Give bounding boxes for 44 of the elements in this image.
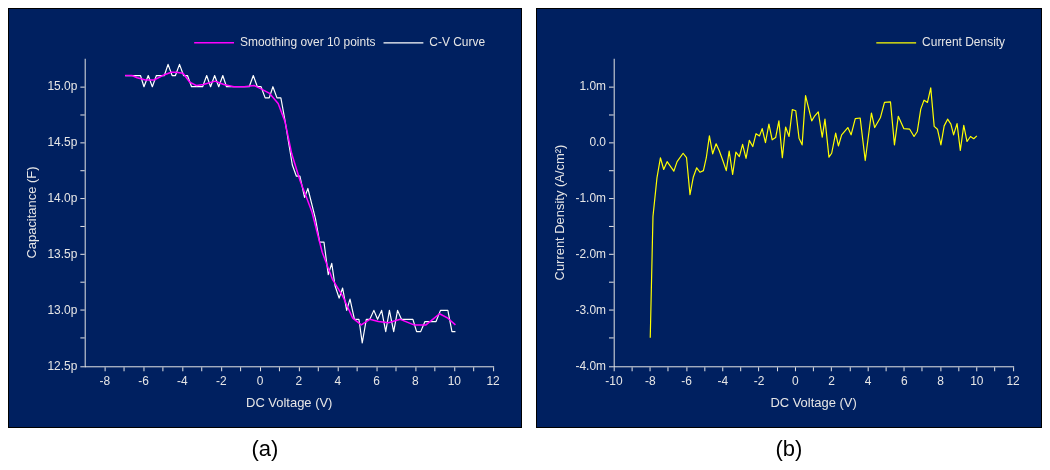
y-axis-title: Capacitance (F) — [24, 166, 40, 259]
y-tick-label: 13.0p — [47, 302, 78, 317]
x-tick-label: 12 — [1006, 373, 1021, 388]
y-tick-label: -2.0m — [575, 246, 607, 261]
legend-label: Current Density — [922, 35, 1006, 50]
y-tick-label: 15.0p — [47, 79, 78, 94]
y-tick-label: 14.5p — [47, 134, 78, 149]
text: (b) — [775, 436, 803, 462]
x-tick-label: -10 — [605, 373, 623, 388]
x-tick-label: 6 — [373, 373, 381, 388]
y-tick-label: 0.0 — [589, 134, 607, 149]
x-tick-label: -2 — [215, 373, 227, 388]
legend-label: Smoothing over 10 points — [240, 35, 376, 50]
x-tick-label: 2 — [295, 373, 303, 388]
x-tick-label: 4 — [864, 373, 872, 388]
x-tick-label: 12 — [486, 373, 501, 388]
x-tick-label: 0 — [256, 373, 264, 388]
x-tick-label: 2 — [828, 373, 836, 388]
x-axis-title: DC Voltage (V) — [246, 394, 333, 410]
text: (a) — [251, 436, 279, 462]
x-tick-label: -8 — [644, 373, 656, 388]
y-axis-title: Current Density (A/cm²) — [552, 144, 568, 281]
x-tick-label: -6 — [138, 373, 150, 388]
x-tick-label: -4 — [717, 373, 729, 388]
y-tick-label: -1.0m — [575, 190, 607, 205]
x-tick-label: 10 — [447, 373, 462, 388]
y-tick-label: -4.0m — [575, 358, 607, 373]
x-tick-label: -2 — [753, 373, 765, 388]
x-tick-label: 6 — [900, 373, 908, 388]
x-tick-label: 8 — [412, 373, 420, 388]
y-tick-label: 1.0m — [579, 79, 607, 94]
x-tick-label: 10 — [970, 373, 984, 388]
legend-label: C-V Curve — [429, 35, 486, 50]
x-axis-title: DC Voltage (V) — [770, 394, 857, 410]
y-tick-label: 12.5p — [47, 358, 78, 373]
x-tick-label: 8 — [937, 373, 945, 388]
x-tick-label: -8 — [99, 373, 111, 388]
y-tick-label: 13.5p — [47, 246, 78, 261]
x-tick-label: 0 — [792, 373, 800, 388]
y-tick-label: -3.0m — [575, 302, 607, 317]
x-tick-label: -4 — [177, 373, 189, 388]
y-tick-label: 14.0p — [47, 190, 78, 205]
x-tick-label: -6 — [681, 373, 693, 388]
x-tick-label: 4 — [334, 373, 342, 388]
